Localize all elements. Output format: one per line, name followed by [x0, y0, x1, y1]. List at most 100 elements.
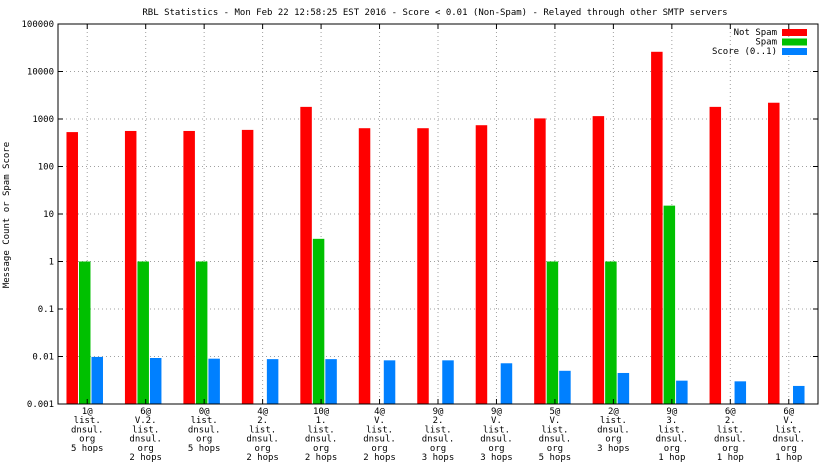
x-tick-label-line: dnsul. [422, 435, 455, 445]
x-tick-label-line: V. [491, 416, 502, 426]
x-tick-label-line: 2. [257, 416, 268, 426]
x-tick-label-line: 2. [433, 416, 444, 426]
y-tick-label: 100000 [21, 20, 54, 30]
x-tick-label-line: 0@ [199, 407, 210, 417]
x-tick-label-line: dnsul. [597, 425, 630, 435]
bar-spam [605, 261, 617, 404]
x-tick-label-line: org [138, 444, 154, 454]
x-tick-label: 9@ 3. list. dnsul. org 1 hop [656, 407, 689, 463]
x-tick-label-line: dnsul. [363, 435, 396, 445]
x-tick-label-line: list. [249, 425, 276, 435]
x-tick-label-line: org [605, 435, 621, 445]
x-tick-label-line: list. [132, 425, 159, 435]
x-tick-label-line: 6@ [725, 407, 736, 417]
y-tick-label: 0.1 [38, 305, 54, 315]
bar-not-spam [768, 102, 780, 404]
x-tick-label-line: org [254, 444, 270, 454]
x-tick-label-line: 1 hop [658, 453, 685, 463]
legend-swatch [782, 48, 807, 55]
x-tick-label-line: org [313, 444, 329, 454]
x-tick-label-line: list. [74, 416, 101, 426]
bar-score-0-1 [793, 385, 805, 404]
x-tick-label-line: 6@ [140, 407, 151, 417]
x-tick-label-line: org [664, 444, 680, 454]
grid-lines [58, 24, 818, 404]
y-tick-label: 1000 [32, 115, 54, 125]
x-tick-label-line: list. [424, 425, 451, 435]
y-tick-label: 10000 [27, 68, 54, 78]
x-tick-label-line: V.2. [135, 416, 157, 426]
bar-score-0-1 [442, 360, 454, 404]
x-tick-label-line: dnsul. [656, 435, 689, 445]
x-tick-label-line: list. [308, 425, 335, 435]
x-tick-label-line: 2. [725, 416, 736, 426]
legend-label: Spam [755, 38, 777, 48]
x-tick-label-line: 2 hops [363, 453, 396, 463]
x-tick-label-line: list. [600, 416, 627, 426]
x-tick-label-line: 2 hops [129, 453, 162, 463]
x-tick-label-line: V. [374, 416, 385, 426]
bar-spam [312, 238, 325, 404]
bar-not-spam [66, 132, 78, 404]
x-tick-label-line: 9@ [433, 407, 444, 417]
bar-spam [546, 261, 559, 404]
bar-score-0-1 [383, 360, 396, 404]
x-tick-label-line: 5@ [550, 407, 561, 417]
x-tick-label-line: dnsul. [480, 435, 513, 445]
x-tick-label: 5@ V. list. dnsul. org 5 hops [539, 407, 572, 463]
bar-not-spam [651, 51, 663, 405]
bar-not-spam [358, 128, 371, 404]
bars [66, 51, 805, 405]
x-tick-label-line: list. [483, 425, 510, 435]
x-tick-label-line: 9@ [666, 407, 677, 417]
bar-not-spam [592, 116, 605, 404]
x-tick-label-line: 3 hops [597, 444, 630, 454]
x-tick-label-line: 3 hops [480, 453, 513, 463]
x-tick-label-line: dnsul. [539, 435, 572, 445]
bar-not-spam [534, 118, 546, 404]
bar-score-0-1 [208, 358, 220, 404]
y-tick-label: 10 [43, 210, 54, 220]
bar-score-0-1 [559, 370, 571, 404]
bar-not-spam [417, 128, 429, 404]
y-tick-label: 1 [49, 258, 54, 268]
y-axis-label: Message Count or Spam Score [2, 142, 12, 288]
bar-not-spam [124, 130, 137, 405]
x-tick-label-line: list. [541, 425, 568, 435]
x-tick-label: 9@ 2. list. dnsul. org 3 hops [422, 407, 455, 463]
bar-not-spam [183, 130, 195, 405]
bar-spam [137, 261, 149, 404]
x-tick-label: 4@ 2. list. dnsul. org 2 hops [246, 407, 279, 463]
x-tick-label-line: 6@ [783, 407, 794, 417]
legend-swatch [782, 38, 807, 46]
x-tick-label-line: 1 hop [775, 453, 802, 463]
x-tick-label-line: dnsul. [71, 425, 104, 435]
bar-score-0-1 [734, 381, 747, 404]
x-tick-label: 6@ 2. list. dnsul. org 1 hop [714, 407, 747, 463]
bar-score-0-1 [617, 372, 630, 404]
x-tick-label: 6@ V.2. list. dnsul. org 2 hops [129, 407, 162, 463]
x-tick-label-line: org [196, 435, 212, 445]
x-tick-label-line: 2@ [608, 407, 619, 417]
legend-swatch [782, 29, 807, 36]
x-tick-label-line: list. [658, 425, 685, 435]
x-tick-label-line: org [488, 444, 504, 454]
x-tick-label-line: org [722, 444, 738, 454]
x-tick-label: 2@ list. dnsul. org 3 hops [597, 407, 630, 454]
bar-score-0-1 [266, 359, 279, 404]
x-tick-label-line: org [371, 444, 387, 454]
x-tick-label-line: 3 hops [422, 453, 455, 463]
x-tick-label: 1@ list. dnsul. org 5 hops [71, 407, 104, 454]
x-tick-label-line: V. [550, 416, 561, 426]
bar-not-spam [475, 125, 488, 405]
x-tick-label: 9@ V. list. dnsul. org 3 hops [480, 407, 513, 463]
x-tick-label-line: list. [775, 425, 802, 435]
bar-spam [663, 205, 676, 404]
x-tick-label: 4@ V. list. dnsul. org 2 hops [363, 407, 396, 463]
x-tick-label-line: 1. [316, 416, 327, 426]
x-tick-label-line: list. [717, 425, 744, 435]
x-tick-label-line: 4@ [257, 407, 268, 417]
bar-not-spam [300, 106, 312, 404]
x-tick-label-line: list. [366, 425, 393, 435]
x-tick-label-line: 4@ [374, 407, 385, 417]
